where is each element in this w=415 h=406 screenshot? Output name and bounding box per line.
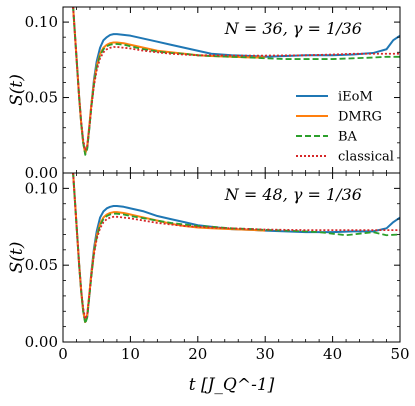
bottom-panel-frame bbox=[62, 172, 401, 343]
bottom-panel-ylabel: S(t) bbox=[7, 242, 27, 274]
x-tick-label: 40 bbox=[323, 345, 342, 363]
y-tick-label: 0.05 bbox=[25, 89, 58, 107]
legend: iEoM DMRG BA classical bbox=[296, 90, 394, 165]
legend-label-ba: BA bbox=[338, 130, 358, 145]
x-tick-label: 0 bbox=[58, 345, 68, 363]
series-line-ba bbox=[72, 7, 400, 156]
bottom-panel-lines bbox=[72, 173, 400, 325]
x-tick-label: 20 bbox=[188, 345, 207, 363]
legend-label-classical: classical bbox=[338, 150, 394, 165]
y-tick-label: 0.00 bbox=[25, 333, 58, 351]
top-panel: 0.00 0.05 0.10 N = 36, γ = 1/36 S(t) iEoM D… bbox=[7, 6, 401, 182]
bottom-panel: 0 10 20 30 40 50 0.00 0.05 0.10 N = 48, γ = 1/36… bbox=[7, 172, 410, 395]
y-tick-label: 0.10 bbox=[25, 179, 58, 197]
legend-label-dmrg: DMRG bbox=[338, 110, 382, 125]
x-axis-label: t [J_Q^-1] bbox=[189, 375, 275, 395]
top-panel-ylabel: S(t) bbox=[7, 74, 27, 106]
top-panel-ticks: 0.00 0.05 0.10 bbox=[25, 7, 401, 182]
y-tick-label: 0.00 bbox=[25, 164, 58, 182]
top-panel-lines bbox=[72, 7, 400, 156]
y-tick-label: 0.10 bbox=[25, 13, 58, 31]
legend-label-ieom: iEoM bbox=[338, 90, 373, 105]
x-tick-label: 50 bbox=[390, 345, 409, 363]
series-line-classical bbox=[72, 173, 400, 320]
top-panel-annotation: N = 36, γ = 1/36 bbox=[224, 19, 362, 38]
series-line-ba bbox=[72, 173, 400, 325]
y-tick-label: 0.05 bbox=[25, 256, 58, 274]
bottom-panel-annotation: N = 48, γ = 1/36 bbox=[224, 185, 362, 204]
x-tick-label: 30 bbox=[256, 345, 275, 363]
x-tick-label: 10 bbox=[121, 345, 140, 363]
bottom-panel-ticks: 0 10 20 30 40 50 0.00 0.05 0.10 bbox=[25, 173, 410, 363]
